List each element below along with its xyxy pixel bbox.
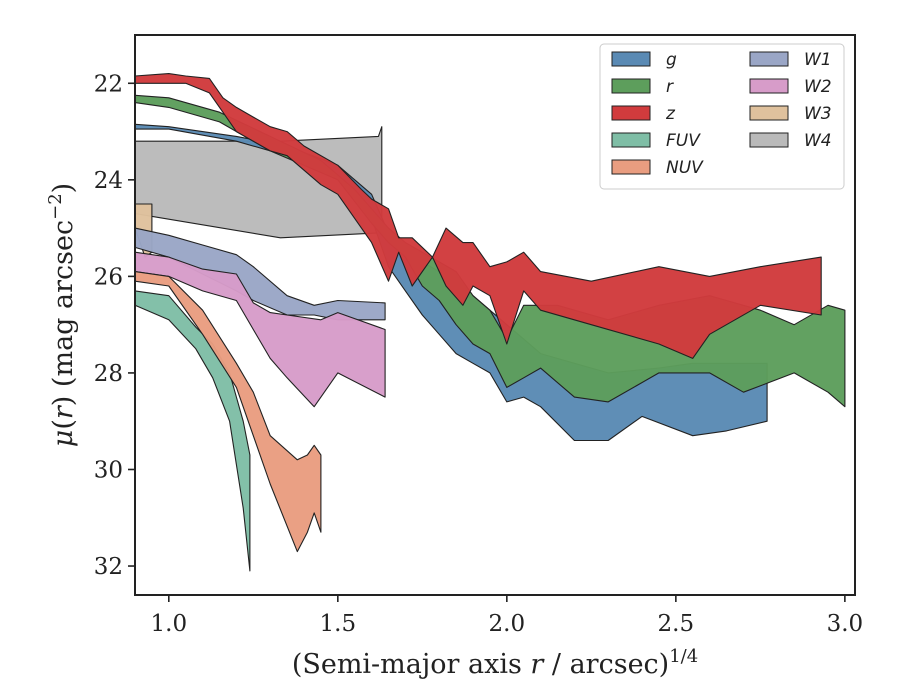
band-fuv: [134, 290, 251, 572]
y-tick-label: 24: [94, 168, 123, 194]
x-axis-label: (Semi-major axis r / arcsec)1/4: [292, 646, 698, 680]
y-tick-label: 32: [94, 554, 123, 580]
legend-swatch-g: [611, 51, 651, 67]
y-tick-label: 22: [94, 71, 123, 97]
legend-swatch-nuv: [611, 159, 651, 175]
legend-label-w2: W2: [804, 77, 832, 97]
legend-swatch-w2: [749, 78, 789, 94]
legend-label-r: r: [666, 77, 674, 97]
legend-swatch-z: [611, 105, 651, 121]
y-axis-ticks: 22 24 26 28 30 32: [94, 71, 135, 580]
x-tick-label: 2.0: [489, 611, 526, 637]
band-w2: [134, 251, 386, 408]
legend-label-nuv: NUV: [666, 158, 704, 178]
x-tick-label: 1.5: [320, 611, 357, 637]
plot-frame: [134, 34, 856, 596]
legend-label-z: z: [665, 104, 676, 124]
series-bands: [134, 73, 846, 572]
legend-label-fuv: FUV: [666, 131, 701, 151]
x-tick-label: 2.5: [658, 611, 695, 637]
legend-label-w3: W3: [804, 104, 832, 124]
legend-swatch-r: [611, 78, 651, 94]
legend-swatch-fuv: [611, 132, 651, 148]
y-tick-label: 28: [94, 361, 123, 387]
legend-swatch-w3: [749, 105, 789, 121]
legend-label-w4: W4: [804, 131, 832, 151]
y-tick-label: 30: [94, 457, 123, 483]
y-tick-label: 26: [94, 264, 123, 290]
legend-label-w1: W1: [804, 50, 832, 70]
y-axis-label: μ(r) (mag arcsec−2): [45, 183, 79, 447]
x-tick-label: 1.0: [151, 611, 188, 637]
band-nuv: [134, 271, 322, 553]
legend-label-g: g: [666, 50, 677, 70]
x-tick-label: 3.0: [827, 611, 864, 637]
x-axis-ticks: 1.0 1.5 2.0 2.5 3.0: [151, 595, 864, 637]
legend: grz FUV NUV W1 W2 W3 W4: [599, 43, 845, 190]
band-z: [134, 73, 822, 359]
legend-swatch-w1: [749, 51, 789, 67]
legend-swatch-w4: [749, 132, 789, 148]
